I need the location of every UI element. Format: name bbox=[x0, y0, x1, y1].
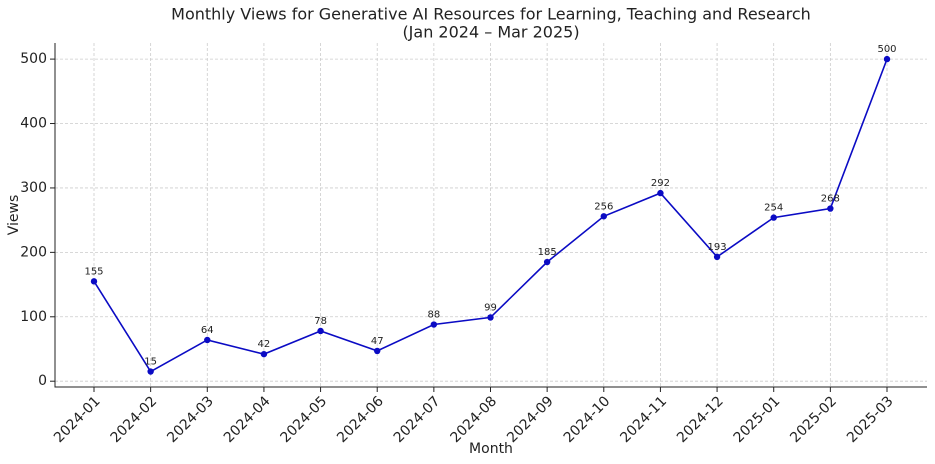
point bbox=[600, 213, 607, 220]
value-label: 99 bbox=[484, 302, 497, 313]
value-label: 256 bbox=[594, 201, 613, 212]
y-tick-label: 200 bbox=[20, 244, 47, 260]
x-axis-label: Month bbox=[469, 441, 513, 457]
point bbox=[374, 347, 381, 355]
x-tick-label: 2024-08 bbox=[447, 393, 500, 446]
value-label: 185 bbox=[538, 247, 557, 258]
y-tick-label: 300 bbox=[20, 180, 47, 196]
x-tick-label: 2025-02 bbox=[787, 393, 840, 446]
chart-subtitle: (Jan 2024 – Mar 2025) bbox=[402, 23, 579, 42]
x-tick-label: 2024-12 bbox=[674, 393, 727, 446]
x-tick-label: 2024-05 bbox=[278, 393, 331, 446]
value-label: 15 bbox=[144, 357, 157, 368]
point bbox=[827, 205, 834, 212]
point bbox=[90, 278, 98, 285]
value-label: 500 bbox=[877, 44, 896, 55]
value-label: 42 bbox=[258, 339, 271, 350]
value-label: 64 bbox=[201, 325, 214, 336]
x-tick-label: 2024-01 bbox=[51, 393, 104, 446]
point bbox=[204, 336, 211, 344]
point bbox=[430, 321, 438, 328]
value-label: 193 bbox=[708, 242, 727, 253]
point bbox=[770, 214, 777, 221]
point bbox=[713, 253, 721, 261]
x-tick-label: 2024-10 bbox=[561, 393, 614, 446]
value-label: 47 bbox=[371, 336, 384, 347]
point bbox=[147, 368, 154, 375]
point bbox=[883, 55, 891, 63]
x-tick-label: 2025-01 bbox=[731, 393, 784, 446]
x-tick-label: 2024-02 bbox=[108, 393, 161, 446]
y-tick-label: 500 bbox=[20, 51, 47, 67]
x-tick-label: 2024-06 bbox=[334, 393, 387, 446]
point bbox=[260, 350, 268, 358]
x-tick-label: 2024-03 bbox=[164, 393, 217, 446]
y-tick-label: 0 bbox=[38, 373, 47, 389]
value-label: 78 bbox=[314, 316, 327, 327]
value-label: 292 bbox=[651, 178, 670, 189]
x-tick-label: 2024-11 bbox=[617, 393, 670, 446]
value-label: 268 bbox=[821, 194, 840, 205]
x-tick-label: 2024-09 bbox=[504, 393, 557, 446]
chart-title: Monthly Views for Generative AI Resource… bbox=[171, 5, 811, 24]
x-tick-label: 2025-03 bbox=[844, 393, 897, 446]
value-label: 155 bbox=[84, 266, 103, 277]
point bbox=[317, 327, 324, 335]
x-tick-label: 2024-07 bbox=[391, 393, 444, 446]
y-axis-label: Views bbox=[6, 195, 22, 236]
axes bbox=[54, 43, 927, 388]
point bbox=[487, 314, 494, 321]
point bbox=[543, 258, 551, 266]
x-tick-label: 2024-04 bbox=[221, 393, 274, 446]
y-tick-label: 100 bbox=[20, 309, 47, 325]
point bbox=[657, 189, 664, 197]
value-label: 88 bbox=[427, 310, 440, 321]
value-label: 254 bbox=[764, 203, 783, 214]
y-tick-label: 400 bbox=[20, 116, 47, 132]
